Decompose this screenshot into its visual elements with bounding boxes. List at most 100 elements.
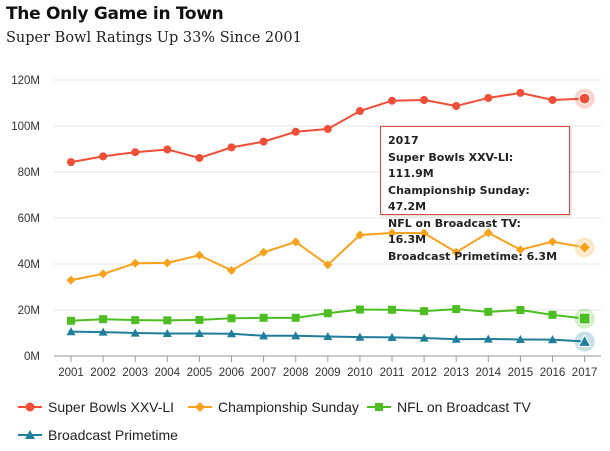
data-point: [259, 137, 268, 146]
legend-label: NFL on Broadcast TV: [397, 399, 531, 415]
data-point: [323, 309, 332, 318]
data-point: [451, 334, 461, 343]
data-point: [484, 93, 493, 102]
data-point: [98, 327, 108, 336]
tooltip: 2017 Super Bowls XXV-LI: 111.9M Champion…: [380, 126, 570, 263]
data-point: [388, 96, 396, 105]
series-2: [66, 228, 595, 285]
data-point: [98, 269, 108, 279]
y-tick-label: 120M: [11, 75, 40, 87]
y-tick-label: 40M: [18, 259, 40, 271]
data-point: [548, 335, 557, 344]
x-tick-label: 2012: [411, 367, 437, 379]
data-point: [195, 315, 204, 324]
x-tick-label: 2014: [476, 367, 502, 379]
series-4: [66, 327, 595, 352]
data-point: [452, 305, 461, 314]
x-tick-label: 2002: [90, 367, 116, 379]
x-tick-label: 2009: [315, 367, 341, 379]
series-1: [67, 88, 595, 167]
data-point: [387, 332, 397, 341]
x-tick-label: 2006: [219, 367, 245, 379]
data-point: [420, 96, 429, 105]
x-tick-label: 2004: [155, 367, 181, 379]
data-point: [67, 158, 75, 167]
legend-label: Championship Sunday: [218, 399, 359, 415]
data-point: [419, 333, 429, 342]
data-point: [516, 88, 525, 97]
data-point: [162, 258, 172, 268]
chart-title: The Only Game in Town: [6, 4, 224, 24]
tooltip-year: 2017: [388, 134, 419, 147]
data-point: [259, 331, 269, 340]
data-point: [67, 316, 75, 325]
data-point: [195, 153, 204, 162]
data-point: [227, 314, 236, 323]
data-point: [355, 107, 364, 116]
data-point: [130, 328, 140, 337]
x-tick-label: 2013: [443, 367, 469, 379]
data-point: [131, 316, 140, 325]
data-point: [227, 329, 236, 338]
x-tick-label: 2016: [540, 367, 566, 379]
data-point: [355, 332, 365, 341]
chart-subtitle: Super Bowl Ratings Up 33% Since 2001: [6, 30, 302, 46]
square-marker-icon: [367, 403, 391, 411]
data-point: [66, 275, 76, 285]
data-point: [194, 328, 204, 338]
tooltip-line-championship: Championship Sunday: 47.2M: [388, 183, 530, 214]
y-tick-label: 60M: [18, 213, 40, 225]
data-point: [578, 92, 591, 105]
data-point: [388, 305, 396, 314]
tooltip-line-nfl-broadcast: NFL on Broadcast TV: 16.3M: [388, 216, 521, 247]
data-point: [548, 96, 557, 105]
data-point: [483, 228, 493, 238]
data-point: [323, 124, 332, 133]
data-point: [515, 334, 525, 344]
data-point: [291, 313, 300, 322]
legend-item-championship[interactable]: Championship Sunday: [188, 399, 359, 415]
data-point: [516, 306, 525, 314]
data-point: [484, 307, 493, 316]
x-tick-label: 2017: [572, 367, 598, 379]
data-point: [291, 127, 300, 136]
y-tick-label: 0M: [24, 351, 40, 363]
data-point: [451, 247, 461, 257]
y-tick-label: 80M: [18, 167, 40, 179]
data-point: [194, 250, 204, 260]
data-point: [259, 247, 269, 257]
data-point: [578, 312, 591, 325]
data-point: [452, 101, 461, 110]
data-point: [227, 265, 236, 275]
data-point: [515, 245, 525, 255]
data-point: [548, 310, 557, 319]
data-point: [131, 148, 140, 157]
data-point: [99, 315, 108, 324]
data-point: [323, 260, 333, 270]
data-point: [163, 316, 172, 325]
x-tick-label: 2003: [122, 367, 148, 379]
diamond-marker-icon: [188, 402, 212, 412]
legend-item-nfl-broadcast[interactable]: NFL on Broadcast TV: [367, 399, 531, 415]
legend-item-primetime[interactable]: Broadcast Primetime: [18, 427, 178, 443]
x-tick-label: 2010: [347, 367, 373, 379]
x-tick-label: 2008: [283, 367, 309, 379]
data-point: [323, 331, 333, 341]
triangle-marker-icon: [18, 430, 42, 439]
legend-label: Super Bowls XXV-LI: [48, 399, 175, 415]
legend-item-super-bowls[interactable]: Super Bowls XXV-LI: [18, 399, 174, 415]
data-point: [548, 237, 557, 247]
data-point: [355, 305, 364, 314]
x-tick-label: 2007: [251, 367, 277, 379]
data-point: [162, 328, 172, 338]
y-tick-label: 20M: [18, 305, 40, 317]
data-point: [291, 331, 301, 340]
data-point: [163, 145, 172, 154]
data-point: [291, 237, 301, 247]
data-point: [99, 152, 108, 161]
tooltip-line-primetime: Broadcast Primetime: 6.3M: [388, 249, 558, 263]
x-tick-label: 2011: [380, 367, 405, 379]
data-point: [387, 228, 397, 238]
data-point: [577, 334, 592, 347]
data-point: [130, 258, 140, 268]
